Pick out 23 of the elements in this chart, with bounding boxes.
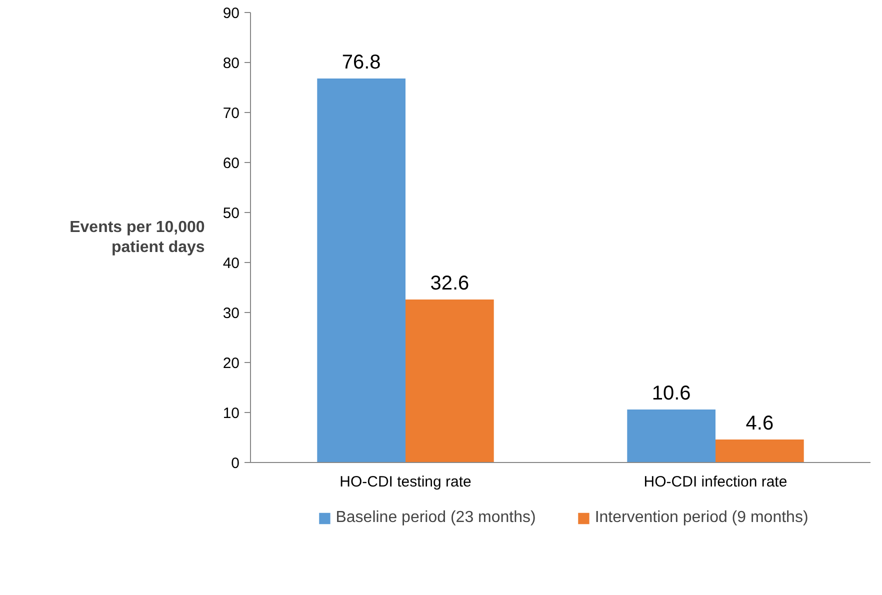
y-tick-label: 0 <box>231 455 240 472</box>
x-tick-label: HO-CDI infection rate <box>644 474 788 490</box>
data-label: 76.8 <box>342 52 381 74</box>
y-tick-label: 20 <box>222 355 240 372</box>
bar <box>627 410 716 462</box>
y-tick-label: 70 <box>222 105 240 122</box>
bar <box>317 78 406 462</box>
y-tick-label: 30 <box>222 305 240 322</box>
x-tick-label: HO-CDI testing rate <box>340 474 472 490</box>
legend-label: Baseline period (23 months) <box>336 509 536 527</box>
y-axis-title: Events per 10,000 patient days <box>70 218 205 256</box>
data-label: 32.6 <box>430 272 470 294</box>
y-tick-label: 10 <box>222 405 240 422</box>
data-label: 10.6 <box>652 382 691 404</box>
y-tick-label: 40 <box>222 255 240 272</box>
y-tick-label: 80 <box>222 55 240 72</box>
bar <box>406 300 494 462</box>
y-tick-label: 90 <box>222 5 240 22</box>
y-tick-label: 50 <box>222 205 240 222</box>
data-label: 4.6 <box>746 412 774 434</box>
bar <box>716 440 804 462</box>
y-tick-label: 60 <box>222 155 240 172</box>
legend-label: Intervention period (9 months) <box>594 509 808 527</box>
